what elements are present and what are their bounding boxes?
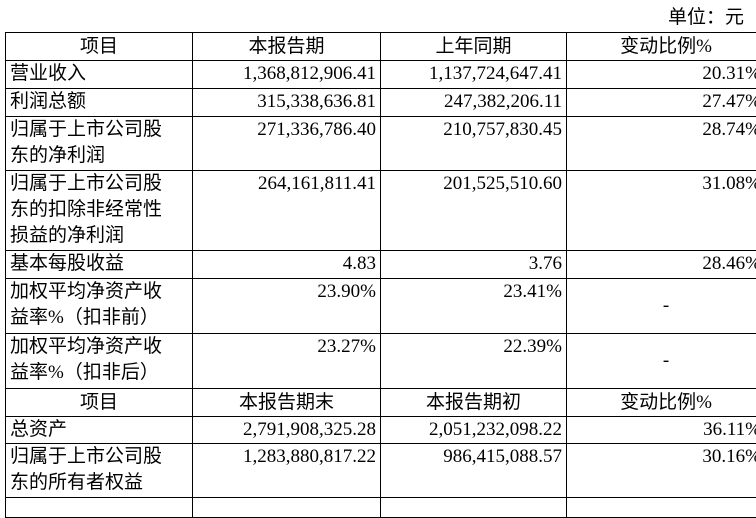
cell-chg: 27.47%	[567, 89, 756, 117]
row-label-line: 加权平均净资产收	[10, 334, 188, 360]
cell-chg: -	[567, 279, 756, 334]
empty-cell	[6, 498, 193, 518]
row-label-line: 益率%（扣非前）	[10, 305, 188, 331]
cell-cur: 23.90%	[193, 279, 381, 334]
row-label: 加权平均净资产收益率%（扣非前）	[6, 279, 193, 334]
column-header: 本报告期	[193, 33, 381, 61]
column-header: 上年同期	[381, 33, 567, 61]
row-label-line: 东的所有者权益	[10, 470, 188, 496]
row-label: 归属于上市公司股东的扣除非经常性损益的净利润	[6, 171, 193, 251]
cell-chg: 36.11%	[567, 417, 756, 444]
row-label: 总资产	[6, 417, 193, 444]
empty-cell	[381, 498, 567, 518]
row-label-line: 东的扣除非经常性	[10, 197, 188, 223]
row-label: 加权平均净资产收益率%（扣非后）	[6, 334, 193, 389]
cell-prev: 22.39%	[381, 334, 567, 389]
cell-prev: 986,415,088.57	[381, 444, 567, 498]
cell-chg: 28.46%	[567, 251, 756, 279]
row-label-line: 归属于上市公司股	[10, 117, 188, 143]
row-label-line: 营业收入	[10, 61, 188, 87]
header-row: 项目本报告期上年同期变动比例%	[6, 33, 756, 61]
cell-cur: 1,283,880,817.22	[193, 444, 381, 498]
cell-cur: 2,791,908,325.28	[193, 417, 381, 444]
row-label: 归属于上市公司股东的所有者权益	[6, 444, 193, 498]
table-row: 加权平均净资产收益率%（扣非前）23.90%23.41%-	[6, 279, 756, 334]
row-label-line: 东的净利润	[10, 143, 188, 169]
cell-cur: 4.83	[193, 251, 381, 279]
cell-cur: 1,368,812,906.41	[193, 61, 381, 89]
cell-prev: 201,525,510.60	[381, 171, 567, 251]
row-label-line: 基本每股收益	[10, 251, 188, 277]
cell-chg: 28.74%	[567, 117, 756, 171]
column-header: 变动比例%	[567, 389, 756, 417]
cell-prev: 2,051,232,098.22	[381, 417, 567, 444]
row-label: 利润总额	[6, 89, 193, 117]
cell-cur: 264,161,811.41	[193, 171, 381, 251]
cell-cur: 315,338,636.81	[193, 89, 381, 117]
header-row: 项目本报告期末本报告期初变动比例%	[6, 389, 756, 417]
column-header: 本报告期初	[381, 389, 567, 417]
cell-chg: 31.08%	[567, 171, 756, 251]
cell-cur: 23.27%	[193, 334, 381, 389]
cell-chg: -	[567, 334, 756, 389]
empty-cell	[567, 498, 756, 518]
row-label-line: 损益的净利润	[10, 223, 188, 249]
cell-prev: 247,382,206.11	[381, 89, 567, 117]
row-label: 归属于上市公司股东的净利润	[6, 117, 193, 171]
unit-label: 单位：元	[668, 2, 744, 29]
row-label-line: 益率%（扣非后）	[10, 360, 188, 386]
row-label-line: 归属于上市公司股	[10, 444, 188, 470]
column-header: 本报告期末	[193, 389, 381, 417]
row-label-line: 总资产	[10, 417, 188, 443]
column-header: 项目	[6, 33, 193, 61]
cell-prev: 210,757,830.45	[381, 117, 567, 171]
row-label: 营业收入	[6, 61, 193, 89]
cell-chg: 30.16%	[567, 444, 756, 498]
row-label-line: 利润总额	[10, 89, 188, 115]
row-label-line: 加权平均净资产收	[10, 279, 188, 305]
cell-prev: 3.76	[381, 251, 567, 279]
cell-prev: 23.41%	[381, 279, 567, 334]
empty-cell	[193, 498, 381, 518]
cell-prev: 1,137,724,647.41	[381, 61, 567, 89]
cell-cur: 271,336,786.40	[193, 117, 381, 171]
row-label: 基本每股收益	[6, 251, 193, 279]
cell-chg: 20.31%	[567, 61, 756, 89]
column-header: 项目	[6, 389, 193, 417]
table-row: 加权平均净资产收益率%（扣非后）23.27%22.39%-	[6, 334, 756, 389]
column-header: 变动比例%	[567, 33, 756, 61]
table-row	[6, 498, 756, 518]
row-label-line: 归属于上市公司股	[10, 171, 188, 197]
